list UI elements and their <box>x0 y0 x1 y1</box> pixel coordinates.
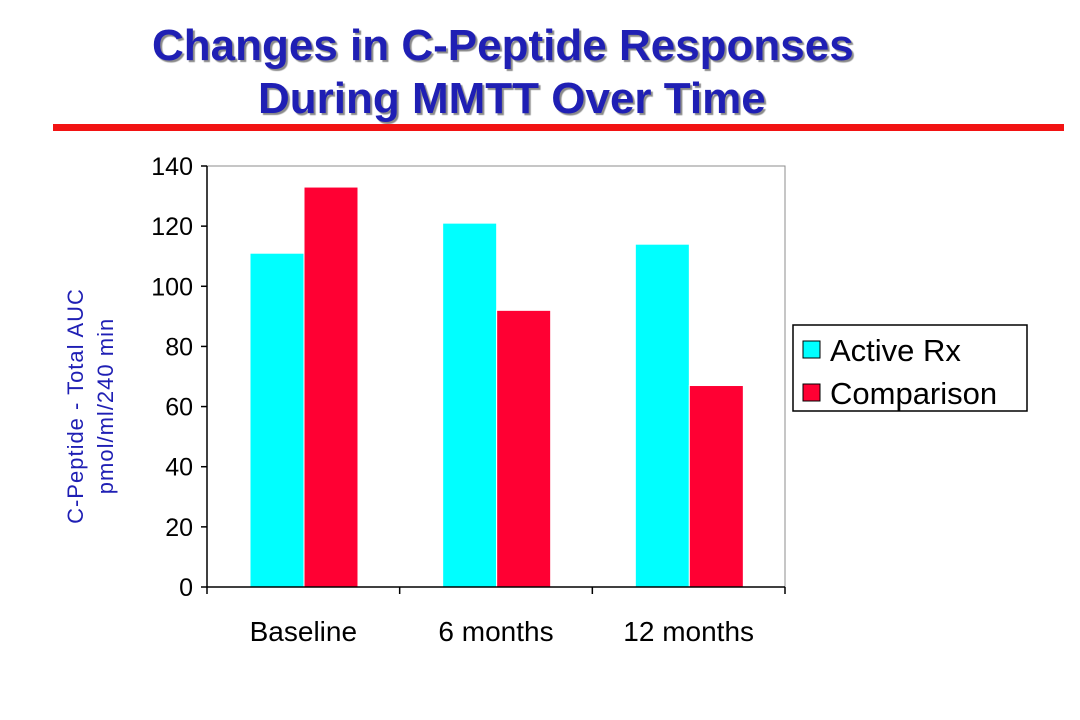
bar-active-rx-6-months <box>442 222 498 588</box>
bar-comparison-6-months <box>496 309 552 588</box>
y-tick-label: 100 <box>151 273 193 301</box>
x-category-label: 12 months <box>623 616 754 647</box>
legend-box <box>792 324 1028 412</box>
bars-layer <box>249 186 744 588</box>
x-category-label: 6 months <box>438 616 553 647</box>
axes-layer: 0 20 40 60 80 100 120 140 Baseline 6 months 12 mon… <box>151 153 786 647</box>
legend-label-comparison: Comparison <box>830 376 997 411</box>
y-tick-label: 120 <box>151 213 193 241</box>
bar-active-rx-baseline <box>249 252 305 588</box>
y-axis-title: C-Peptide - Total AUC pmol/ml/240 min <box>63 288 118 524</box>
legend-label-active-rx: Active Rx <box>830 333 961 368</box>
x-category-label: Baseline <box>250 616 357 647</box>
bar-active-rx-12-months <box>634 243 690 588</box>
y-tick-label: 80 <box>165 333 193 361</box>
y-tick-label: 20 <box>165 514 193 542</box>
legend-swatch-comparison <box>802 383 821 402</box>
slide-title-line-2: During MMTT Over Time <box>258 74 766 123</box>
y-tick-label: 60 <box>165 394 193 422</box>
y-tick-label: 40 <box>165 454 193 482</box>
bar-comparison-12-months <box>688 385 744 588</box>
slide-title-line-1: Changes in C-Peptide Responses <box>152 21 854 70</box>
y-axis-title-line-1: C-Peptide - Total AUC <box>63 288 88 524</box>
y-tick-label: 0 <box>179 574 193 602</box>
legend-swatch-active-rx <box>802 340 821 359</box>
y-axis-title-line-2: pmol/ml/240 min <box>93 318 118 494</box>
bar-comparison-baseline <box>303 186 359 588</box>
title-underline-rule <box>53 124 1064 131</box>
chart-legend: Active Rx Comparison <box>792 324 1028 412</box>
y-tick-label: 140 <box>151 153 193 181</box>
